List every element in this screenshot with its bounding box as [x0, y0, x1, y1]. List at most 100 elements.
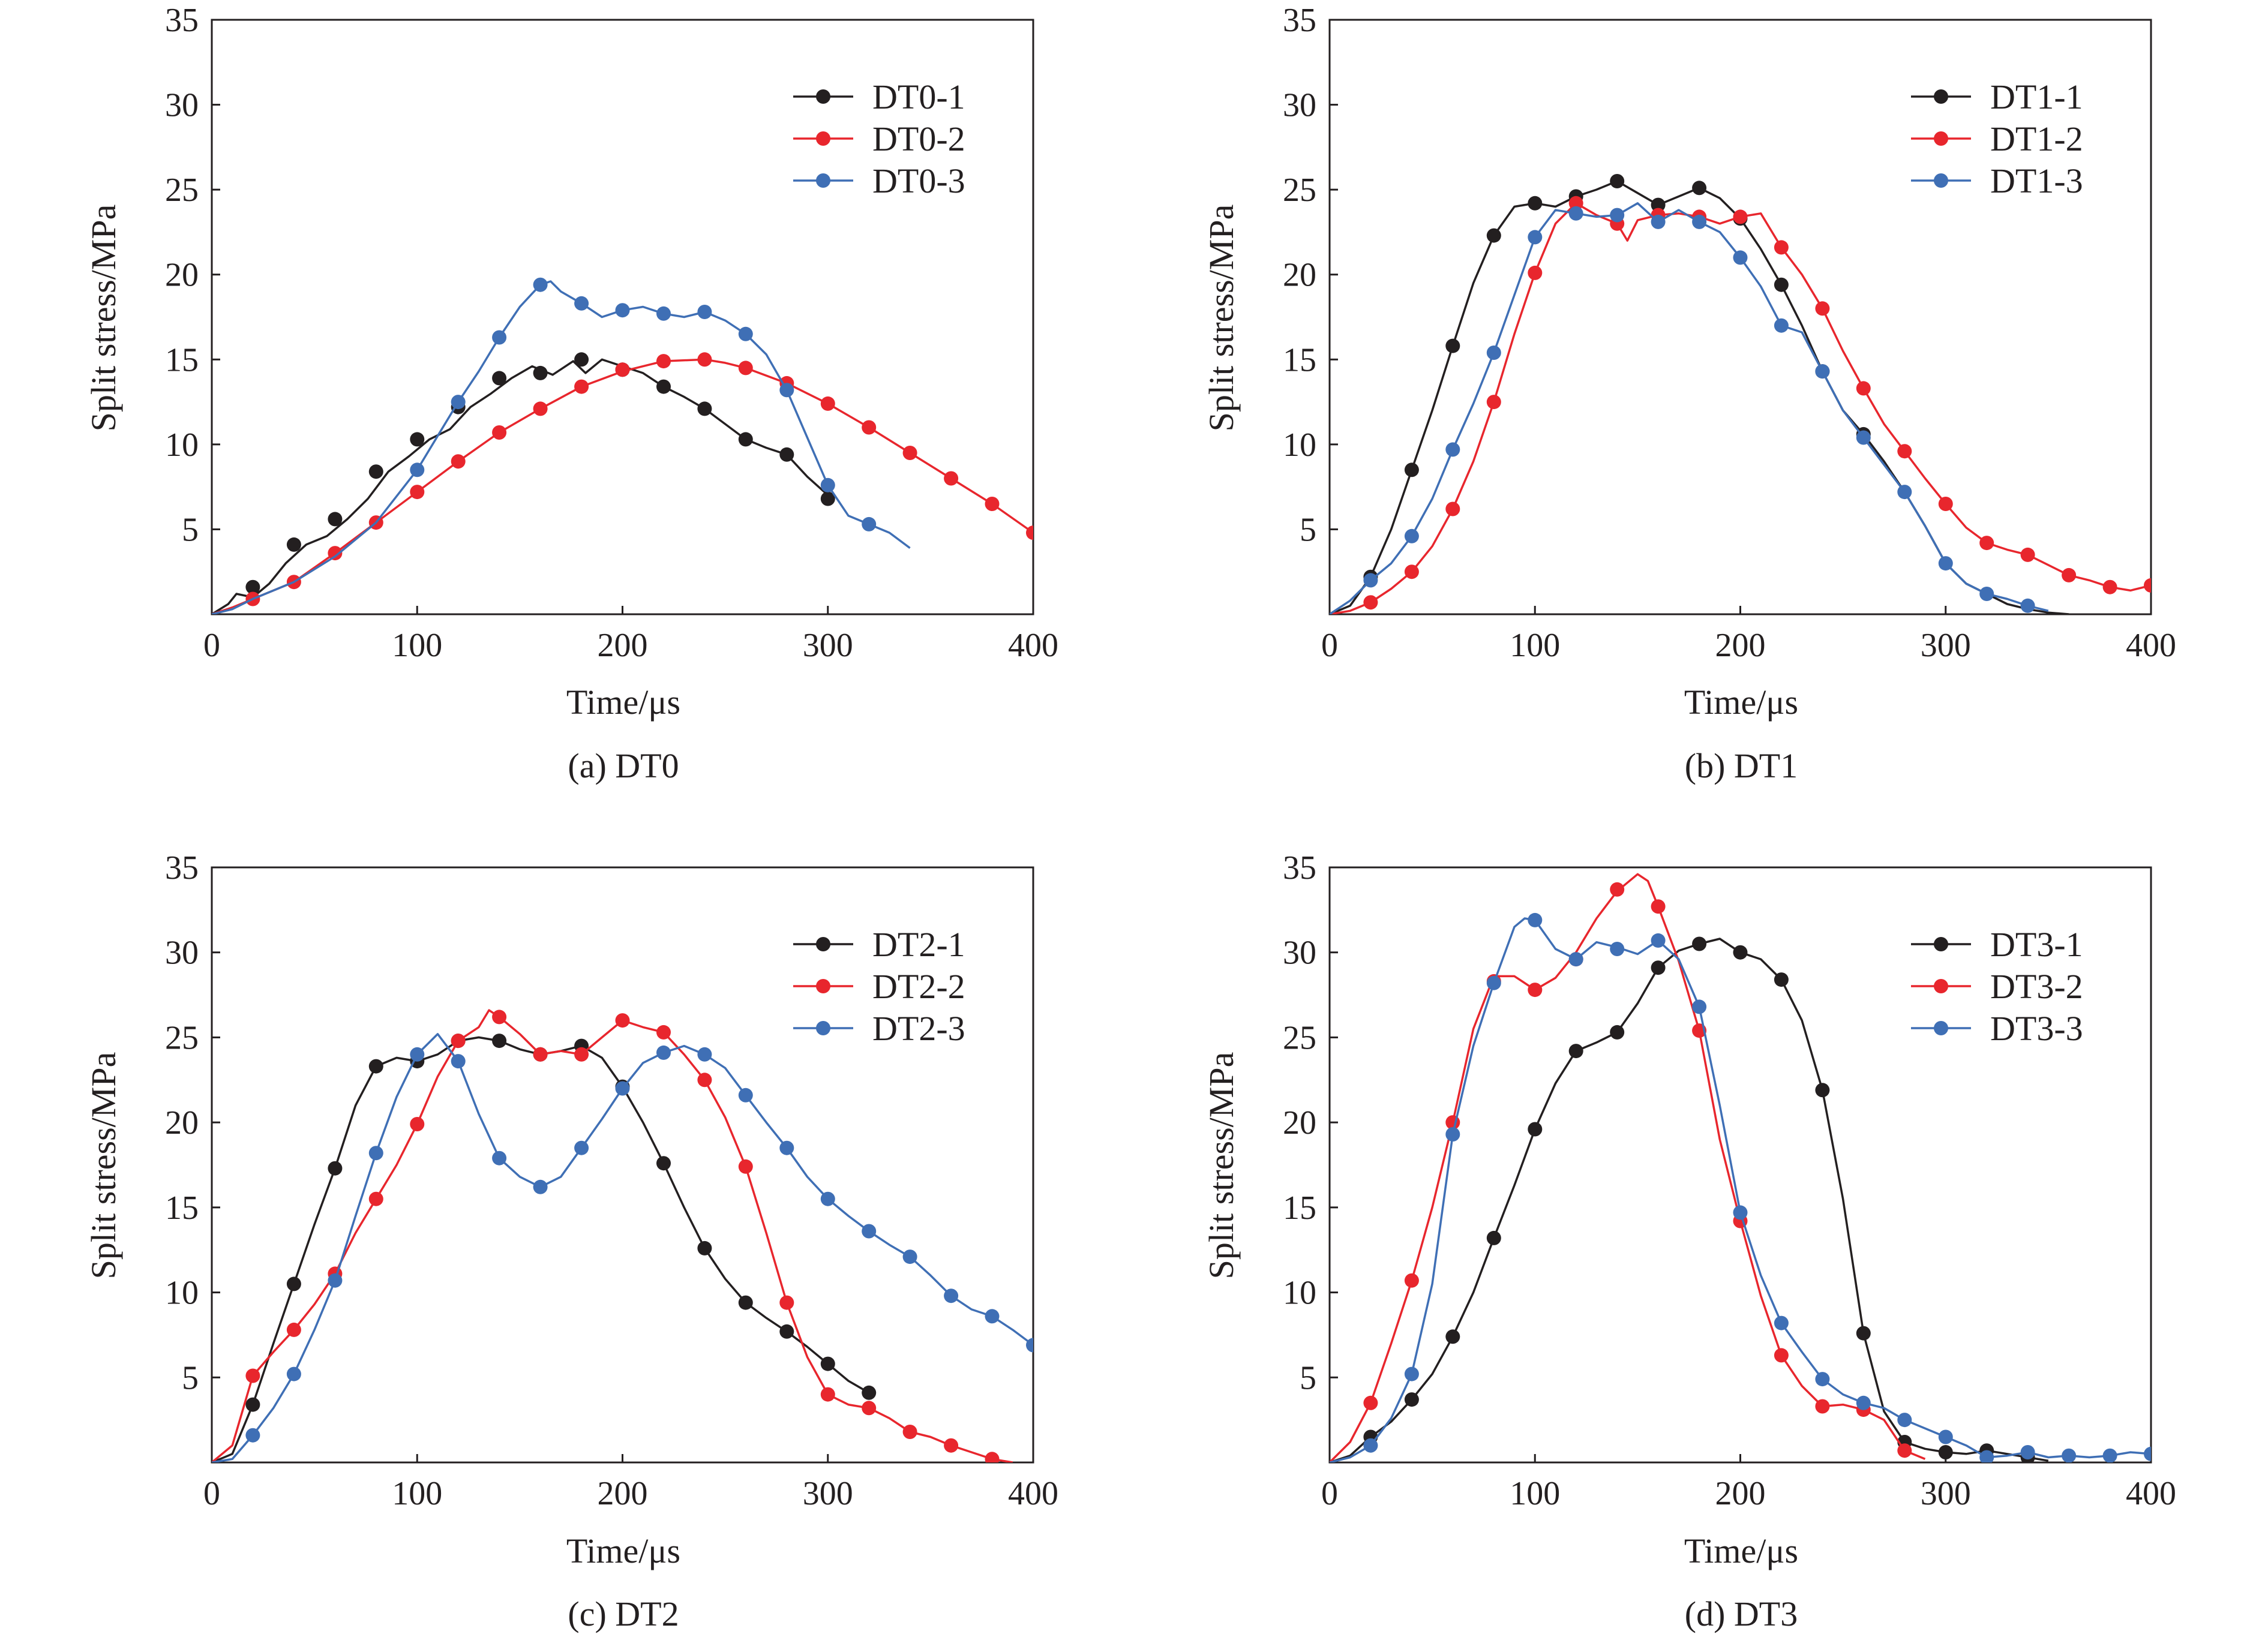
data-point — [779, 447, 794, 462]
data-point — [2062, 1448, 2077, 1462]
data-point — [492, 1151, 507, 1166]
caption: (a) DT0 — [568, 746, 679, 785]
y-tick-label: 5 — [182, 511, 199, 548]
caption: (d) DT3 — [1685, 1594, 1798, 1633]
x-tick-label: 300 — [803, 1475, 853, 1512]
legend-label: DT1-2 — [1990, 119, 2083, 158]
data-point — [1026, 525, 1033, 540]
y-tick-label: 25 — [165, 172, 199, 209]
data-point — [328, 1161, 343, 1176]
data-point — [1815, 1083, 1830, 1098]
data-point — [697, 401, 712, 416]
data-point — [1404, 528, 1419, 543]
y-tick-label: 15 — [165, 1190, 199, 1227]
data-point — [820, 1356, 835, 1371]
data-point — [410, 1117, 425, 1131]
x-tick-label: 200 — [598, 1475, 648, 1512]
legend-label: DT2-3 — [872, 1009, 965, 1048]
series-line — [1330, 202, 2049, 614]
series-line — [212, 280, 911, 614]
x-axis-title: Time/μs — [566, 1531, 680, 1570]
data-point — [697, 352, 712, 367]
x-tick-label: 100 — [1510, 1475, 1560, 1512]
data-point — [1692, 214, 1707, 229]
data-point — [1363, 1438, 1378, 1453]
x-axis-title: Time/μs — [1684, 1531, 1798, 1570]
data-point — [328, 512, 343, 527]
data-point — [862, 420, 877, 435]
legend-marker — [816, 173, 830, 188]
data-point — [985, 1309, 1000, 1324]
data-point — [1856, 1326, 1871, 1341]
data-point — [1486, 346, 1501, 360]
data-point — [820, 1387, 835, 1402]
data-point — [1528, 196, 1543, 211]
data-point — [697, 305, 712, 319]
chart-panel-dt0: 0 100 200 300 400 5 10 15 20 25 30 35 DT0-1DT0-2DT0-… — [84, 2, 1058, 785]
data-point — [451, 454, 466, 469]
y-tick-label: 35 — [165, 849, 199, 887]
data-point — [1897, 1413, 1912, 1428]
data-point — [1568, 206, 1583, 221]
y-tick-label: 25 — [1283, 172, 1316, 209]
x-axis-title: Time/μs — [566, 683, 680, 722]
data-point — [862, 516, 877, 531]
data-point — [368, 1191, 383, 1206]
data-point — [738, 326, 753, 341]
plot-area: 0 100 200 300 400 5 10 15 20 25 30 35 DT3-1DT3-2DT3-… — [1283, 849, 2176, 1512]
data-point — [902, 1249, 917, 1264]
y-axis-title: Split stress/MPa — [84, 205, 123, 432]
data-point — [656, 354, 671, 369]
data-point — [1610, 942, 1625, 956]
data-point — [2020, 1445, 2035, 1459]
legend-label: DT1-1 — [1990, 77, 2083, 116]
x-tick-label: 300 — [1921, 1475, 1971, 1512]
data-point — [1815, 1372, 1830, 1387]
data-point — [1774, 972, 1789, 987]
data-point — [1568, 1044, 1583, 1059]
data-point — [1651, 214, 1666, 229]
series-line — [1330, 917, 2151, 1462]
series-group — [212, 1009, 1033, 1462]
data-point — [492, 1034, 507, 1049]
data-point — [902, 446, 917, 460]
data-point — [574, 379, 589, 394]
legend-label: DT3-3 — [1990, 1009, 2083, 1048]
data-point — [286, 1322, 301, 1337]
y-tick-label: 10 — [1283, 426, 1316, 464]
data-point — [1651, 197, 1666, 212]
data-point — [1486, 1230, 1501, 1245]
data-point — [1938, 497, 1953, 511]
data-point — [492, 425, 507, 440]
series-group — [1330, 174, 2151, 614]
x-tick-label: 300 — [1921, 627, 1971, 664]
y-axis-title: Split stress/MPa — [1202, 205, 1241, 432]
data-point — [697, 1240, 712, 1255]
data-point — [738, 432, 753, 447]
data-point — [245, 1428, 260, 1443]
x-tick-label: 100 — [1510, 627, 1560, 664]
plot-area: 0 100 200 300 400 5 10 15 20 25 30 35 DT2-1DT2-2DT2-… — [165, 849, 1058, 1512]
data-point — [328, 1273, 343, 1288]
data-point — [1979, 536, 1994, 551]
data-point — [574, 1047, 589, 1062]
legend-marker — [816, 979, 830, 993]
data-point — [1486, 395, 1501, 410]
data-point — [1897, 444, 1912, 459]
y-tick-label: 15 — [165, 341, 199, 379]
data-point — [902, 1425, 917, 1439]
data-point — [533, 401, 548, 416]
data-point — [1445, 501, 1460, 516]
data-point — [1651, 933, 1666, 948]
data-point — [1815, 364, 1830, 379]
data-point — [451, 1034, 466, 1049]
data-point — [1404, 1392, 1419, 1407]
data-point — [1774, 240, 1789, 255]
y-tick-label: 5 — [1300, 511, 1316, 548]
data-point — [820, 491, 835, 506]
data-point — [1528, 912, 1543, 927]
data-point — [820, 396, 835, 411]
data-point — [1897, 485, 1912, 500]
data-point — [738, 1159, 753, 1174]
